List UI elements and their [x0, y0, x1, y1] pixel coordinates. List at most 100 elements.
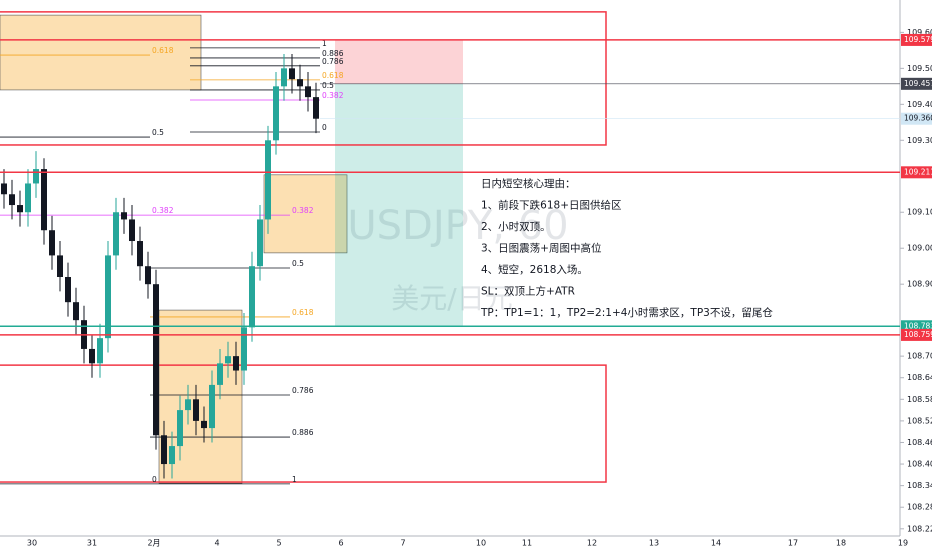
candle-body — [241, 327, 247, 371]
candle-body — [145, 266, 151, 285]
candle-body — [57, 255, 63, 277]
y-tick-label: 108.640 — [907, 373, 932, 382]
candle-body — [225, 356, 231, 364]
target-zone — [335, 83, 463, 327]
candle-body — [249, 266, 255, 328]
candle-body — [121, 212, 127, 220]
y-tick-label: 109.300 — [907, 136, 932, 145]
price-tag — [901, 77, 932, 90]
fib-label: 0.618 — [322, 71, 344, 80]
candle-body — [161, 435, 167, 465]
y-tick-label: 108.580 — [907, 395, 932, 404]
price-tag-label: 108.759 — [904, 330, 932, 339]
x-tick-label: 18 — [836, 539, 846, 548]
candle-body — [33, 169, 39, 184]
x-tick-label: 7 — [400, 539, 405, 548]
candle-body — [265, 140, 271, 220]
candle-body — [97, 338, 103, 364]
candle-body — [169, 446, 175, 465]
fib-label: 0.618 — [292, 308, 314, 317]
candle-body — [89, 348, 95, 364]
candle-body — [41, 169, 47, 231]
candle-body — [129, 219, 135, 242]
y-tick-label: 108.900 — [907, 280, 932, 289]
stop-zone — [335, 39, 463, 84]
candle-body — [201, 420, 207, 429]
candle-body — [137, 241, 143, 267]
y-tick-label: 108.400 — [907, 460, 932, 469]
x-tick-label: 17 — [788, 539, 798, 548]
note-line: 2、小时双顶。 — [481, 221, 551, 233]
note-line: SL：双顶上方+ATR — [481, 285, 575, 298]
fib-label: 1 — [322, 39, 327, 48]
fib-label: 0 — [322, 123, 327, 132]
fib-label: 0 — [152, 475, 157, 484]
x-tick-label: 30 — [27, 539, 37, 548]
zone — [0, 11, 607, 146]
y-tick-label: 109.400 — [907, 100, 932, 109]
price-tag-label: 109.211 — [904, 167, 932, 176]
candle-body — [49, 230, 55, 256]
x-tick-label: 6 — [338, 539, 343, 548]
x-tick-label: 12 — [587, 539, 597, 548]
note-line: 4、短空，2618入场。 — [481, 263, 588, 276]
price-tag-label: 109.360 — [904, 114, 932, 123]
supply-demand-box — [263, 174, 348, 254]
candle-body — [17, 205, 23, 213]
candle-body — [65, 276, 71, 303]
x-tick-label: 5 — [276, 539, 281, 548]
y-tick-label: 108.700 — [907, 352, 932, 361]
y-tick-label: 109.500 — [907, 64, 932, 73]
x-tick-label: 13 — [649, 539, 659, 548]
candle-body — [217, 363, 223, 385]
candle-body — [73, 302, 79, 321]
watermark: USDJPY, 60 — [347, 203, 568, 249]
fib-label: 0.886 — [292, 428, 314, 437]
note-line: 日内短空核心理由： — [481, 177, 576, 190]
x-tick-label: 10 — [476, 539, 486, 548]
y-tick-label: 108.460 — [907, 438, 932, 447]
candle-body — [1, 183, 7, 195]
fib-label: 0.382 — [292, 206, 314, 215]
candle-body — [233, 356, 239, 371]
fib-label: 0.382 — [322, 91, 344, 100]
candle-body — [25, 183, 31, 213]
fib-label: 0.5 — [152, 128, 164, 137]
price-tag — [901, 33, 932, 46]
candle-body — [9, 194, 15, 206]
y-tick-label: 109.600 — [907, 28, 932, 37]
y-tick-label: 108.220 — [907, 524, 932, 533]
candle-body — [177, 410, 183, 447]
candle-body — [113, 212, 119, 256]
candle-body — [185, 399, 191, 411]
candle-body — [289, 68, 295, 80]
price-tag — [901, 166, 932, 179]
y-tick-label: 109.100 — [907, 208, 932, 217]
x-tick-label: 2月 — [147, 539, 160, 548]
x-tick-label: 4 — [214, 539, 219, 548]
x-tick-label: 19 — [898, 539, 908, 548]
price-tag-label: 109.579 — [904, 35, 932, 44]
fib-label: 0.382 — [152, 206, 174, 215]
note-line: 3、日图震荡+周图中高位 — [481, 242, 602, 255]
candle-body — [257, 219, 263, 267]
note-line: TP：TP1=1：1，TP2=2:1+4小时需求区，TP3不设，留尾仓 — [480, 306, 773, 319]
fib-label: 0.886 — [322, 49, 344, 58]
watermark-sub: 美元/日元 — [391, 282, 512, 315]
price-tag-label: 108.783 — [904, 321, 932, 330]
fib-label: 0.5 — [292, 259, 304, 268]
candle-body — [313, 97, 319, 119]
y-tick-label: 108.280 — [907, 503, 932, 512]
price-tag-label: 109.457 — [904, 79, 932, 88]
candle-body — [193, 399, 199, 421]
fib-label: 0.5 — [322, 81, 334, 90]
fib-label: 0.786 — [292, 386, 314, 395]
fib-label: 0.618 — [152, 46, 174, 55]
candle-body — [105, 255, 111, 339]
y-tick-label: 108.520 — [907, 416, 932, 425]
y-tick-label: 109.000 — [907, 244, 932, 253]
supply-demand-box — [0, 14, 202, 91]
